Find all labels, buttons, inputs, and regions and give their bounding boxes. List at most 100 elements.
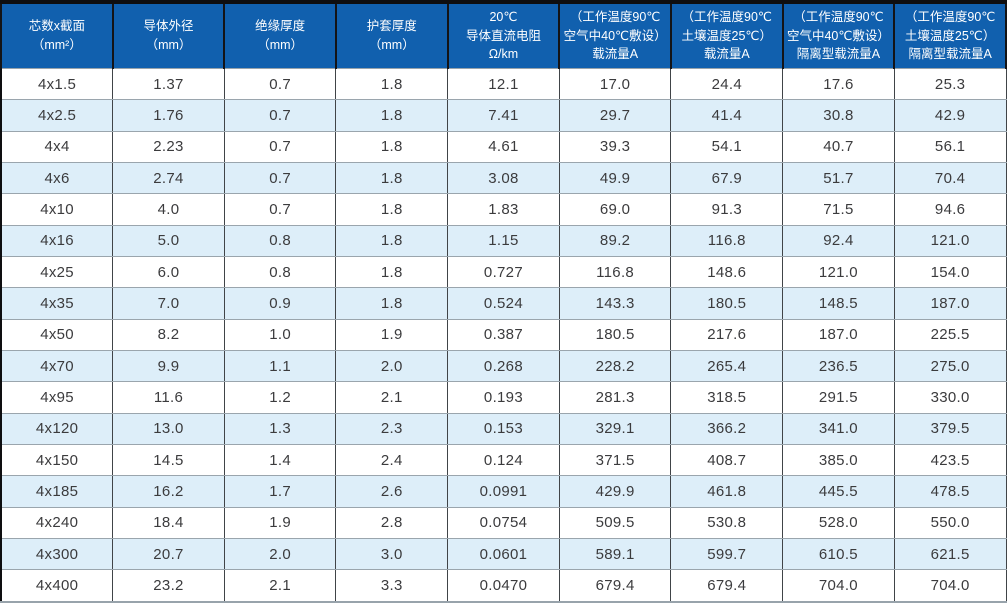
table-cell: 599.7 bbox=[670, 537, 784, 571]
table-row: 4x50 8.2 1.0 1.9 0.387 180.5 217.6 187.0 225.5 bbox=[0, 318, 1007, 351]
table-cell: 148.5 bbox=[782, 287, 895, 320]
header-ampacity-soil-isolated: （工作温度90℃ 土壤温度25℃） 隔离型载流量A bbox=[893, 2, 1007, 69]
table-cell: 1.8 bbox=[335, 287, 449, 320]
table-cell: 2.6 bbox=[335, 475, 449, 508]
table-cell: 0.153 bbox=[447, 412, 560, 445]
table-cell: 4x300 bbox=[0, 537, 114, 571]
table-cell: 217.6 bbox=[670, 318, 784, 351]
table-cell: 154.0 bbox=[893, 255, 1007, 289]
table-row: 4x16 5.0 0.8 1.8 1.15 89.2 116.8 92.4 121.0 bbox=[0, 224, 1007, 257]
table-cell: 4x25 bbox=[0, 255, 114, 289]
table-cell: 1.9 bbox=[335, 318, 449, 351]
table-cell: 461.8 bbox=[670, 475, 784, 508]
table-cell: 180.5 bbox=[670, 287, 784, 320]
table-row: 4x150 14.5 1.4 2.4 0.124 371.5 408.7 385.0 423.5 bbox=[0, 443, 1007, 477]
table-cell: 275.0 bbox=[893, 349, 1007, 383]
table-row: 4x25 6.0 0.8 1.8 0.727 116.8 148.6 121.0 154.0 bbox=[0, 255, 1007, 289]
header-dc-resistance-20c: 20℃ 导体直流电阻 Ω/km bbox=[446, 2, 561, 69]
table-cell: 0.193 bbox=[447, 381, 560, 414]
table-cell: 18.4 bbox=[112, 506, 225, 539]
table-cell: 318.5 bbox=[670, 381, 784, 414]
table-cell: 4x120 bbox=[0, 412, 114, 445]
table-cell: 0.7 bbox=[223, 161, 337, 195]
table-row: 4x4 2.23 0.7 1.8 4.61 39.3 54.1 40.7 56.1 bbox=[0, 130, 1007, 163]
table-cell: 1.8 bbox=[335, 161, 449, 195]
table-row: 4x400 23.2 2.1 3.3 0.0470 679.4 679.4 704.0 704.… bbox=[0, 569, 1007, 603]
header-ampacity-soil: （工作温度90℃ 土壤温度25℃） 载流量A bbox=[669, 2, 784, 69]
table-cell: 2.0 bbox=[223, 537, 337, 571]
table-cell: 25.3 bbox=[893, 67, 1007, 101]
table-cell: 1.0 bbox=[223, 318, 337, 351]
table-header: 芯数x截面 （mm²） 导体外径 （mm） 绝缘厚度 （mm） 护套厚度 （mm… bbox=[0, 2, 1007, 69]
table-cell: 1.8 bbox=[335, 224, 449, 257]
table-cell: 0.0991 bbox=[447, 475, 560, 508]
table-cell: 1.7 bbox=[223, 475, 337, 508]
table-cell: 225.5 bbox=[893, 318, 1007, 351]
table-cell: 0.268 bbox=[447, 349, 560, 383]
table-cell: 70.4 bbox=[893, 161, 1007, 195]
table-cell: 30.8 bbox=[782, 99, 895, 132]
table-cell: 2.23 bbox=[112, 130, 225, 163]
table-cell: 0.387 bbox=[447, 318, 560, 351]
table-cell: 42.9 bbox=[893, 99, 1007, 132]
table-cell: 6.0 bbox=[112, 255, 225, 289]
table-row: 4x35 7.0 0.9 1.8 0.524 143.3 180.5 148.5 187.0 bbox=[0, 287, 1007, 320]
table-cell: 0.727 bbox=[447, 255, 560, 289]
table-cell: 41.4 bbox=[670, 99, 784, 132]
table-cell: 67.9 bbox=[670, 161, 784, 195]
table-cell: 704.0 bbox=[893, 569, 1007, 603]
table-cell: 4x10 bbox=[0, 193, 114, 226]
table-row: 4x300 20.7 2.0 3.0 0.0601 589.1 599.7 610.5 621.… bbox=[0, 537, 1007, 571]
table-cell: 329.1 bbox=[558, 412, 672, 445]
table-cell: 4.0 bbox=[112, 193, 225, 226]
table-cell: 1.8 bbox=[335, 67, 449, 101]
table-cell: 5.0 bbox=[112, 224, 225, 257]
header-ampacity-air-isolated: （工作温度90℃ 空气中40℃敷设） 隔离型载流量A bbox=[781, 2, 896, 69]
table-cell: 13.0 bbox=[112, 412, 225, 445]
table-cell: 4x95 bbox=[0, 381, 114, 414]
table-cell: 7.41 bbox=[447, 99, 560, 132]
table-cell: 9.9 bbox=[112, 349, 225, 383]
table-cell: 1.83 bbox=[447, 193, 560, 226]
table-cell: 16.2 bbox=[112, 475, 225, 508]
table-cell: 530.8 bbox=[670, 506, 784, 539]
table-cell: 4.61 bbox=[447, 130, 560, 163]
header-cores-section: 芯数x截面 （mm²） bbox=[0, 2, 114, 69]
table-cell: 0.0601 bbox=[447, 537, 560, 571]
table-cell: 528.0 bbox=[782, 506, 895, 539]
table-cell: 2.4 bbox=[335, 443, 449, 477]
table-cell: 423.5 bbox=[893, 443, 1007, 477]
table-cell: 1.9 bbox=[223, 506, 337, 539]
header-insulation-thickness: 绝缘厚度 （mm） bbox=[223, 2, 337, 69]
table-cell: 1.8 bbox=[335, 99, 449, 132]
table-row: 4x240 18.4 1.9 2.8 0.0754 509.5 530.8 528.0 550.… bbox=[0, 506, 1007, 539]
table-row: 4x10 4.0 0.7 1.8 1.83 69.0 91.3 71.5 94.6 bbox=[0, 193, 1007, 226]
table-cell: 23.2 bbox=[112, 569, 225, 603]
header-conductor-diameter: 导体外径 （mm） bbox=[111, 2, 226, 69]
table-cell: 89.2 bbox=[558, 224, 672, 257]
table-cell: 236.5 bbox=[782, 349, 895, 383]
table-cell: 56.1 bbox=[893, 130, 1007, 163]
table-cell: 408.7 bbox=[670, 443, 784, 477]
table-cell: 341.0 bbox=[782, 412, 895, 445]
table-row: 4x95 11.6 1.2 2.1 0.193 281.3 318.5 291.5 330.0 bbox=[0, 381, 1007, 414]
table-cell: 2.3 bbox=[335, 412, 449, 445]
table-cell: 7.0 bbox=[112, 287, 225, 320]
table-cell: 4x70 bbox=[0, 349, 114, 383]
table-cell: 14.5 bbox=[112, 443, 225, 477]
table-row: 4x120 13.0 1.3 2.3 0.153 329.1 366.2 341.0 379.5 bbox=[0, 412, 1007, 445]
table-cell: 91.3 bbox=[670, 193, 784, 226]
table-cell: 3.3 bbox=[335, 569, 449, 603]
table-cell: 610.5 bbox=[782, 537, 895, 571]
table-cell: 54.1 bbox=[670, 130, 784, 163]
table-cell: 8.2 bbox=[112, 318, 225, 351]
table-cell: 1.2 bbox=[223, 381, 337, 414]
table-cell: 4x2.5 bbox=[0, 99, 114, 132]
table-cell: 265.4 bbox=[670, 349, 784, 383]
table-cell: 679.4 bbox=[670, 569, 784, 603]
table-cell: 0.8 bbox=[223, 224, 337, 257]
table-cell: 1.15 bbox=[447, 224, 560, 257]
table-cell: 17.6 bbox=[782, 67, 895, 101]
table-row: 4x70 9.9 1.1 2.0 0.268 228.2 265.4 236.5 275.0 bbox=[0, 349, 1007, 383]
table-cell: 4x35 bbox=[0, 287, 114, 320]
